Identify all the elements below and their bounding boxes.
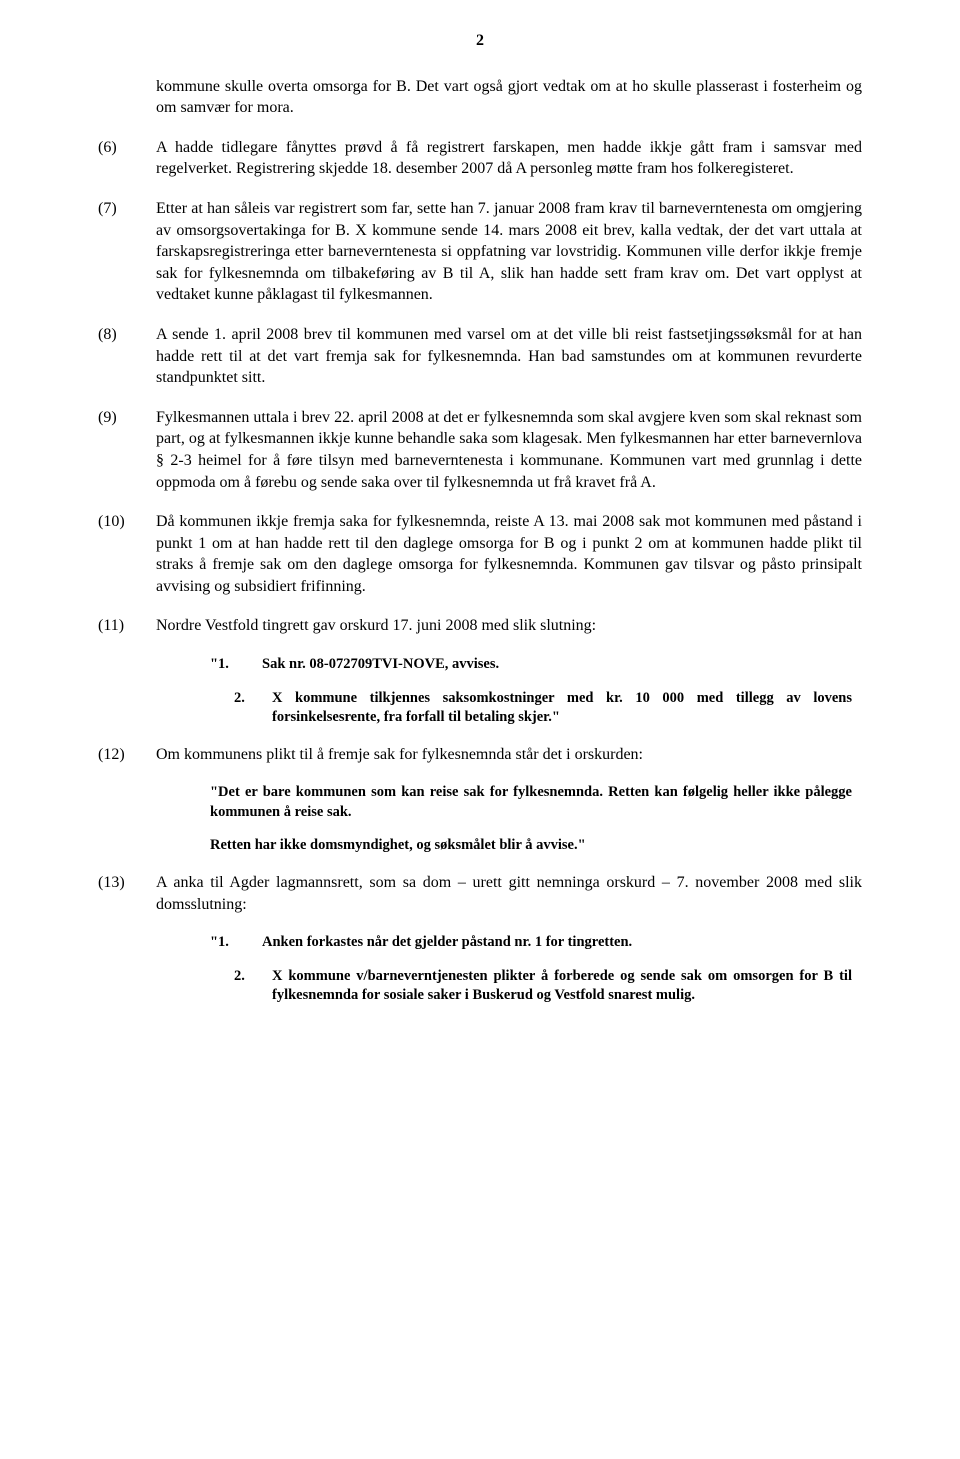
- para-num: (9): [98, 407, 156, 493]
- quote-num: 2.: [234, 689, 272, 728]
- quote-block-1: "1. Sak nr. 08-072709TVI-NOVE, avvises. …: [210, 655, 852, 728]
- para-num: (13): [98, 872, 156, 915]
- quote-num: "1.: [210, 655, 262, 675]
- para-num: (12): [98, 744, 156, 766]
- quote-text: Sak nr. 08-072709TVI-NOVE, avvises.: [262, 655, 852, 675]
- para-13: (13) A anka til Agder lagmannsrett, som …: [98, 872, 862, 915]
- para-body: A anka til Agder lagmannsrett, som sa do…: [156, 872, 862, 915]
- para-num: (8): [98, 324, 156, 389]
- para-continuation: kommune skulle overta omsorga for B. Det…: [156, 76, 862, 119]
- quote-line: "Det er bare kommunen som kan reise sak …: [210, 783, 852, 822]
- quote-block-2: "Det er bare kommunen som kan reise sak …: [210, 783, 852, 856]
- quote-text: X kommune tilkjennes saksomkostninger me…: [272, 689, 852, 728]
- para-body: Fylkesmannen uttala i brev 22. april 200…: [156, 407, 862, 493]
- quote-row: 2. X kommune tilkjennes saksomkostninger…: [210, 689, 852, 728]
- quote-row: "1. Anken forkastes når det gjelder påst…: [210, 933, 852, 953]
- para-8: (8) A sende 1. april 2008 brev til kommu…: [98, 324, 862, 389]
- para-9: (9) Fylkesmannen uttala i brev 22. april…: [98, 407, 862, 493]
- para-body: A hadde tidlegare fånyttes prøvd å få re…: [156, 137, 862, 180]
- para-body: Etter at han såleis var registrert som f…: [156, 198, 862, 306]
- page-number: 2: [98, 30, 862, 52]
- quote-text: Anken forkastes når det gjelder påstand …: [262, 933, 852, 953]
- para-body: Om kommunens plikt til å fremje sak for …: [156, 744, 862, 766]
- quote-row: 2. X kommune v/barneverntjenesten plikte…: [210, 967, 852, 1006]
- para-10: (10) Då kommunen ikkje fremja saka for f…: [98, 511, 862, 597]
- para-body: Nordre Vestfold tingrett gav orskurd 17.…: [156, 615, 862, 637]
- para-num: (10): [98, 511, 156, 597]
- para-6: (6) A hadde tidlegare fånyttes prøvd å f…: [98, 137, 862, 180]
- para-12: (12) Om kommunens plikt til å fremje sak…: [98, 744, 862, 766]
- para-num: (11): [98, 615, 156, 637]
- quote-row: "1. Sak nr. 08-072709TVI-NOVE, avvises.: [210, 655, 852, 675]
- quote-text: X kommune v/barneverntjenesten plikter å…: [272, 967, 852, 1006]
- para-num: (7): [98, 198, 156, 306]
- para-num: (6): [98, 137, 156, 180]
- quote-line: Retten har ikke domsmyndighet, og søksmå…: [210, 836, 852, 856]
- quote-num: 2.: [234, 967, 272, 1006]
- para-body: Då kommunen ikkje fremja saka for fylkes…: [156, 511, 862, 597]
- para-7: (7) Etter at han såleis var registrert s…: [98, 198, 862, 306]
- para-11: (11) Nordre Vestfold tingrett gav orskur…: [98, 615, 862, 637]
- quote-num: "1.: [210, 933, 262, 953]
- quote-block-3: "1. Anken forkastes når det gjelder påst…: [210, 933, 852, 1006]
- para-body: A sende 1. april 2008 brev til kommunen …: [156, 324, 862, 389]
